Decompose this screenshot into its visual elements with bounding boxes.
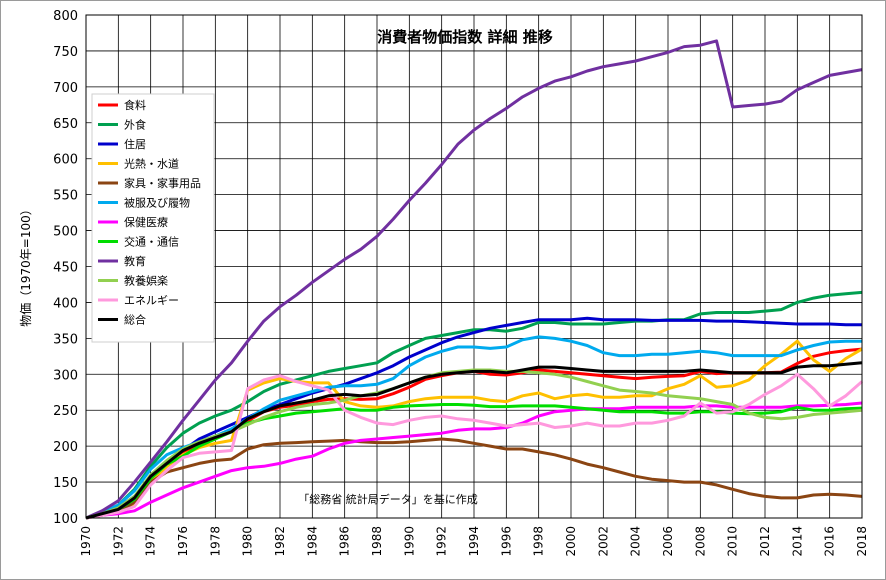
x-tick-label: 1996 (499, 526, 513, 557)
legend-label: 教養娯楽 (124, 274, 168, 288)
y-tick-label: 650 (53, 117, 78, 132)
x-tick-label: 1982 (273, 526, 287, 557)
x-tick-label: 2002 (596, 526, 610, 557)
x-tick-label: 1974 (144, 526, 158, 557)
x-tick-label: 1970 (79, 526, 93, 557)
legend: 食料外食住居光熱・水道家具・家事用品被服及び履物保健医療交通・通信教育教養娯楽エ… (91, 93, 215, 343)
series-line-1 (85, 290, 863, 520)
plot-border (85, 14, 863, 519)
series-line-4 (85, 437, 863, 520)
x-axis-ticks: 1970 1972 1974 1976 1978 1980 1982 1984 1986 1988… (79, 526, 869, 557)
x-tick-label: 2018 (855, 526, 869, 557)
x-tick-label: 1988 (370, 526, 384, 557)
y-tick-label: 500 (53, 225, 78, 240)
series-line-8 (85, 39, 863, 520)
x-tick-label: 2010 (726, 526, 740, 557)
x-tick-label: 2014 (790, 526, 804, 557)
legend-label: 家具・家事用品 (124, 176, 201, 190)
y-tick-label: 150 (53, 476, 78, 491)
y-tick-label: 350 (53, 332, 78, 347)
legend-label: 保健医療 (124, 215, 168, 229)
y-tick-label: 550 (53, 189, 78, 204)
legend-label: 総合 (124, 313, 146, 327)
y-tick-label: 200 (53, 440, 78, 455)
x-tick-label: 2004 (629, 526, 643, 557)
x-tick-label: 2000 (564, 526, 578, 557)
x-tick-label: 2012 (758, 526, 772, 557)
y-tick-label: 100 (53, 512, 78, 527)
x-tick-label: 1978 (208, 526, 222, 557)
source-note: 「総務省 統計局データ」を基に作成 (298, 492, 478, 506)
series-lines (85, 39, 863, 520)
legend-label: エネルギー (124, 294, 179, 307)
series-line-6 (85, 401, 863, 520)
x-tick-label: 1992 (435, 526, 449, 557)
y-tick-label: 400 (53, 296, 78, 311)
x-tick-label: 1972 (111, 526, 125, 557)
y-tick-label: 750 (53, 45, 78, 60)
x-tick-label: 1976 (176, 526, 190, 557)
legend-label: 交通・通信 (124, 235, 179, 249)
x-tick-label: 1984 (305, 526, 319, 557)
y-tick-label: 450 (53, 261, 78, 276)
x-tick-label: 1998 (532, 526, 546, 557)
y-tick-label: 700 (53, 81, 78, 96)
series-line-3 (85, 339, 863, 520)
chart-title: 消費者物価指数 詳細 推移 (377, 28, 552, 46)
y-tick-label: 300 (53, 368, 78, 383)
y-tick-label: 250 (53, 404, 78, 419)
x-tick-label: 1980 (241, 526, 255, 557)
x-tick-label: 1990 (402, 526, 416, 557)
series-line-10 (85, 372, 863, 520)
y-tick-label: 800 (53, 9, 78, 24)
legend-label: 外食 (124, 118, 146, 132)
y-axis-label: 物価（1970年=100） (19, 203, 33, 327)
x-tick-label: 2006 (661, 526, 675, 557)
x-tick-label: 2016 (823, 526, 837, 557)
legend-label: 教育 (124, 254, 146, 268)
y-tick-label: 600 (53, 153, 78, 168)
legend-label: 被服及び履物 (124, 196, 190, 210)
series-line-11 (85, 361, 863, 520)
legend-label: 光熱・水道 (124, 157, 179, 171)
y-axis-ticks: 100 150 200 250 300 350 400 450 500 550 600 650 700 7… (53, 9, 78, 527)
x-tick-label: 1986 (338, 526, 352, 557)
legend-label: 住居 (124, 137, 146, 151)
legend-label: 食料 (124, 98, 146, 112)
x-tick-label: 1994 (467, 526, 481, 557)
x-tick-label: 2008 (693, 526, 707, 557)
series-line-2 (85, 316, 862, 520)
